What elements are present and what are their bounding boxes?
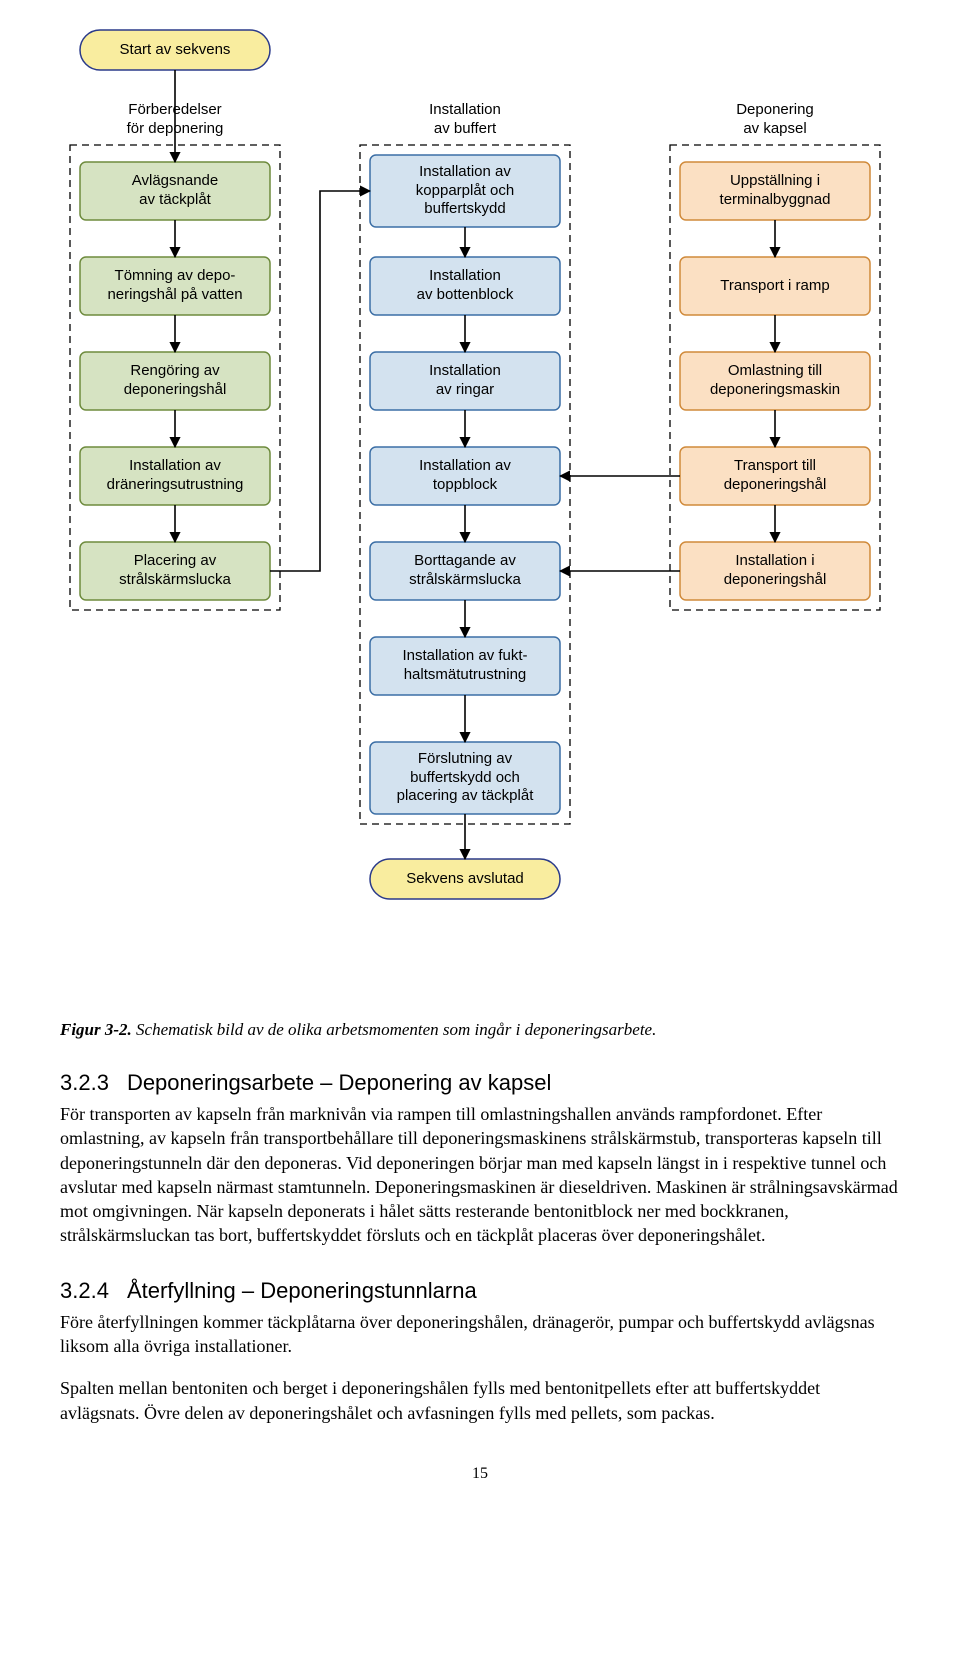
figure-caption: Figur 3-2. Schematisk bild av de olika a… [60,1020,900,1040]
col3-box-2: Omlastning till deponeringsmaskin [680,352,870,410]
section-paragraph: Före återfyllningen kommer täckplåtarna … [60,1310,900,1359]
page-number: 15 [60,1465,900,1483]
col3-box-1: Transport i ramp [680,257,870,315]
section-heading: 3.2.4 Återfyllning – Deponeringstunnlarna [60,1278,900,1304]
flowchart-svg: Start av sekvensFörberedelser för depone… [60,20,900,1010]
section-title: Deponeringsarbete – Deponering av kapsel [127,1070,551,1095]
col1-box-2: Rengöring av deponeringshål [80,352,270,410]
col1-box-0: Avlägsnande av täckplåt [80,162,270,220]
col2-box-3: Installation av toppblock [370,447,560,505]
end-node: Sekvens avslutad [370,859,560,899]
section-paragraph: För transporten av kapseln från marknivå… [60,1102,900,1248]
col3-box-4: Installation i deponeringshål [680,542,870,600]
section-heading: 3.2.3 Deponeringsarbete – Deponering av k… [60,1070,900,1096]
col1-box-3: Installation av dräneringsutrustning [80,447,270,505]
page-root: Start av sekvensFörberedelser för depone… [0,0,960,1523]
section-paragraph: Spalten mellan bentoniten och berget i d… [60,1376,900,1425]
text-sections: 3.2.3 Deponeringsarbete – Deponering av k… [60,1070,900,1425]
col1-box-1: Tömning av depo- neringshål på vatten [80,257,270,315]
section-number: 3.2.4 [60,1278,109,1303]
caption-text: Schematisk bild av de olika arbetsmoment… [132,1020,657,1039]
caption-label: Figur 3-2. [60,1020,132,1039]
section-title: Återfyllning – Deponeringstunnlarna [127,1278,477,1303]
col1-box-4: Placering av strålskärmslucka [80,542,270,600]
col3-box-0: Uppställning i terminalbyggnad [680,162,870,220]
section-number: 3.2.3 [60,1070,109,1095]
col3-box-3: Transport till deponeringshål [680,447,870,505]
col2-box-2: Installation av ringar [370,352,560,410]
col2-box-6: Förslutning av buffertskydd och placerin… [370,742,560,814]
col2-box-4: Borttagande av strålskärmslucka [370,542,560,600]
arrow [270,191,370,571]
col2-box-0: Installation av kopparplåt och buffertsk… [370,155,560,227]
col2-box-5: Installation av fukt- haltsmätutrustning [370,637,560,695]
start-node: Start av sekvens [80,30,270,70]
col2-box-1: Installation av bottenblock [370,257,560,315]
